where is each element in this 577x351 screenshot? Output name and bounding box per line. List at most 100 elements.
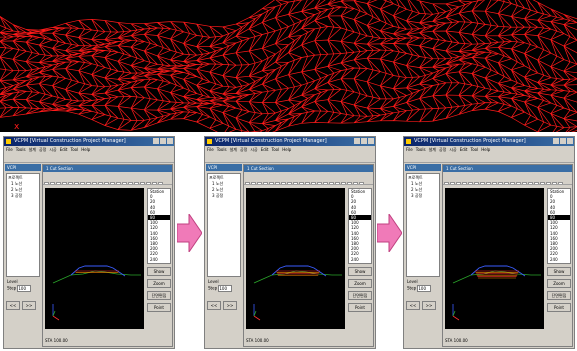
section-tool-icon[interactable] bbox=[74, 182, 79, 184]
prev-button[interactable]: << bbox=[406, 301, 420, 310]
section-tool-icon[interactable] bbox=[116, 182, 121, 184]
level-input[interactable]: 100 bbox=[17, 285, 32, 292]
station-item[interactable]: 180 bbox=[150, 241, 158, 247]
section-tool-icon[interactable] bbox=[98, 182, 103, 184]
toolbar-button-icon[interactable] bbox=[6, 162, 12, 163]
station-item[interactable]: 20 bbox=[150, 199, 156, 205]
section-tool-icon[interactable] bbox=[134, 182, 139, 184]
section-tool-icon[interactable] bbox=[80, 182, 85, 184]
station-item[interactable]: 80 bbox=[548, 215, 570, 221]
section-tool-icon[interactable] bbox=[299, 182, 304, 184]
station-item[interactable]: 220 bbox=[550, 251, 558, 257]
toolbar-button-icon[interactable] bbox=[83, 162, 89, 163]
section-tool-icon[interactable] bbox=[540, 182, 545, 184]
toolbar-button-icon[interactable] bbox=[263, 162, 269, 163]
tree-item[interactable]: 1 노선 bbox=[11, 181, 23, 186]
section-tool-icon[interactable] bbox=[444, 182, 449, 184]
minimize-icon[interactable] bbox=[153, 138, 159, 144]
section-tool-icon[interactable] bbox=[317, 182, 322, 184]
section-tool-icon[interactable] bbox=[92, 182, 97, 184]
toolbar-button-icon[interactable] bbox=[406, 162, 412, 163]
station-item[interactable]: 40 bbox=[550, 204, 556, 210]
toolbar-button-icon[interactable] bbox=[284, 162, 290, 163]
section-tool-icon[interactable] bbox=[546, 182, 551, 184]
station-item[interactable]: 140 bbox=[550, 230, 558, 236]
tree-item[interactable]: 1 노선 bbox=[212, 181, 224, 186]
toolbar-button-icon[interactable] bbox=[207, 162, 213, 163]
toolbar-button-icon[interactable] bbox=[462, 162, 468, 163]
station-item[interactable]: 20 bbox=[351, 199, 357, 205]
menu-item[interactable]: Tool bbox=[470, 147, 479, 152]
station-item[interactable]: 60 bbox=[550, 209, 556, 215]
toolbar-button-icon[interactable] bbox=[118, 162, 124, 163]
close-icon[interactable] bbox=[167, 138, 173, 144]
section-tool-icon[interactable] bbox=[450, 182, 455, 184]
level-input[interactable]: 100 bbox=[417, 285, 432, 292]
toolbar-button-icon[interactable] bbox=[34, 162, 40, 163]
toolbar-button-icon[interactable] bbox=[518, 162, 524, 163]
zoom-button[interactable]: Zoom bbox=[147, 279, 171, 288]
section-tool-icon[interactable] bbox=[152, 182, 157, 184]
station-item[interactable]: Station bbox=[550, 189, 565, 194]
menu-item[interactable]: Help bbox=[481, 147, 491, 152]
section-tool-icon[interactable] bbox=[110, 182, 115, 184]
menu-item[interactable]: Edit bbox=[260, 147, 269, 152]
section-tool-icon[interactable] bbox=[104, 182, 109, 184]
station-item[interactable]: 80 bbox=[349, 215, 371, 221]
tree-item[interactable]: 프로젝트 bbox=[408, 175, 423, 180]
station-item[interactable]: 100 bbox=[150, 220, 158, 226]
close-icon[interactable] bbox=[368, 138, 374, 144]
toolbar-button-icon[interactable] bbox=[497, 162, 503, 163]
toolbar-button-icon[interactable] bbox=[97, 162, 103, 163]
title-bar[interactable]: VCPM [Virtual Construction Project Manag… bbox=[4, 137, 174, 146]
level-input[interactable]: 100 bbox=[218, 285, 233, 292]
next-button[interactable]: >> bbox=[422, 301, 436, 310]
menu-item[interactable]: Edit bbox=[459, 147, 468, 152]
station-item[interactable]: 120 bbox=[351, 225, 359, 231]
station-item[interactable]: 180 bbox=[351, 241, 359, 247]
section-tool-icon[interactable] bbox=[86, 182, 91, 184]
toolbar-button-icon[interactable] bbox=[483, 162, 489, 163]
station-item[interactable]: 220 bbox=[150, 251, 158, 257]
section-tool-icon[interactable] bbox=[341, 182, 346, 184]
section-tool-icon[interactable] bbox=[146, 182, 151, 184]
station-item[interactable]: 220 bbox=[351, 251, 359, 257]
toolbar-button-icon[interactable] bbox=[277, 162, 283, 163]
show-button[interactable]: Show bbox=[348, 267, 372, 276]
section-tool-icon[interactable] bbox=[522, 182, 527, 184]
prev-button[interactable]: << bbox=[6, 301, 20, 310]
section-tool-icon[interactable] bbox=[305, 182, 310, 184]
section-tool-icon[interactable] bbox=[486, 182, 491, 184]
show-button[interactable]: Show bbox=[147, 267, 171, 276]
section-tool-icon[interactable] bbox=[140, 182, 145, 184]
station-item[interactable]: Station bbox=[351, 189, 366, 194]
toolbar-button-icon[interactable] bbox=[319, 162, 325, 163]
toolbar-button-icon[interactable] bbox=[214, 162, 220, 163]
menu-item[interactable]: 설계 bbox=[229, 147, 237, 152]
menu-item[interactable]: 설계 bbox=[428, 147, 436, 152]
tree-item[interactable]: 2 노선 bbox=[11, 187, 23, 192]
section-tool-icon[interactable] bbox=[335, 182, 340, 184]
toolbar-button-icon[interactable] bbox=[125, 162, 131, 163]
section-tool-icon[interactable] bbox=[293, 182, 298, 184]
station-item[interactable]: 200 bbox=[550, 246, 558, 252]
station-item[interactable]: 60 bbox=[351, 209, 357, 215]
section-tool-icon[interactable] bbox=[122, 182, 127, 184]
maximize-icon[interactable] bbox=[560, 138, 566, 144]
station-item[interactable]: 140 bbox=[351, 230, 359, 236]
section-tool-icon[interactable] bbox=[56, 182, 61, 184]
station-item[interactable]: Station bbox=[150, 189, 165, 194]
toolbar-button-icon[interactable] bbox=[511, 162, 517, 163]
section-tool-icon[interactable] bbox=[257, 182, 262, 184]
toolbar-button-icon[interactable] bbox=[104, 162, 110, 163]
station-item[interactable]: 200 bbox=[150, 246, 158, 252]
station-item[interactable]: 0 bbox=[150, 194, 153, 200]
section-tool-icon[interactable] bbox=[245, 182, 250, 184]
toolbar-button-icon[interactable] bbox=[235, 162, 241, 163]
menu-item[interactable]: File bbox=[406, 147, 413, 152]
toolbar-button-icon[interactable] bbox=[298, 162, 304, 163]
maximize-icon[interactable] bbox=[361, 138, 367, 144]
menu-item[interactable]: Tools bbox=[415, 147, 426, 152]
toolbar-button-icon[interactable] bbox=[420, 162, 426, 163]
menu-item[interactable]: Tool bbox=[271, 147, 280, 152]
